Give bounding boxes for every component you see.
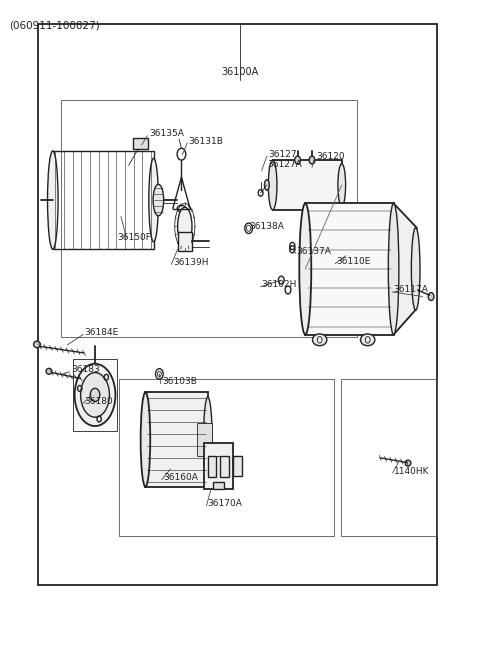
Ellipse shape [388, 203, 399, 335]
Ellipse shape [300, 203, 312, 335]
Bar [133, 138, 148, 149]
Ellipse shape [34, 341, 40, 348]
Bar [305, 203, 394, 335]
Bar [233, 456, 242, 476]
Text: 36127: 36127 [268, 150, 297, 159]
Ellipse shape [309, 156, 315, 164]
Text: 36137A: 36137A [297, 247, 332, 256]
Bar [145, 392, 208, 487]
Ellipse shape [81, 373, 109, 417]
Text: 36160A: 36160A [163, 473, 198, 482]
Bar [53, 151, 154, 249]
Ellipse shape [90, 388, 100, 401]
Bar [208, 456, 216, 477]
Text: 36117A: 36117A [394, 285, 429, 295]
Bar [197, 423, 212, 456]
Ellipse shape [264, 180, 269, 190]
Bar [204, 443, 233, 489]
Text: 36131B: 36131B [189, 136, 224, 146]
Ellipse shape [405, 461, 411, 466]
Bar [341, 379, 437, 536]
Ellipse shape [141, 392, 150, 487]
Ellipse shape [204, 397, 212, 482]
Bar [213, 482, 224, 489]
Bar [73, 359, 117, 431]
Text: 36183: 36183 [71, 365, 100, 375]
Bar [178, 232, 192, 251]
Bar [38, 24, 437, 585]
Text: 36120: 36120 [316, 152, 345, 161]
Ellipse shape [411, 228, 420, 310]
Bar [273, 160, 342, 210]
Text: 36150F: 36150F [118, 233, 152, 242]
Ellipse shape [295, 156, 300, 164]
Text: 36184E: 36184E [84, 328, 118, 337]
Ellipse shape [312, 334, 327, 346]
Text: 36139H: 36139H [173, 258, 208, 267]
Text: 36180: 36180 [84, 397, 113, 406]
Text: 36127A: 36127A [267, 160, 301, 169]
Text: 36100A: 36100A [221, 67, 259, 77]
Polygon shape [394, 203, 417, 335]
Ellipse shape [153, 184, 164, 216]
Text: 1140HK: 1140HK [394, 466, 429, 476]
Text: 36110E: 36110E [336, 257, 371, 266]
Ellipse shape [149, 158, 158, 242]
Ellipse shape [428, 293, 434, 300]
Ellipse shape [178, 207, 192, 245]
Bar [61, 100, 357, 337]
Ellipse shape [48, 151, 58, 249]
Ellipse shape [75, 363, 116, 426]
Ellipse shape [268, 160, 277, 210]
Ellipse shape [338, 164, 346, 206]
Text: 36102H: 36102H [262, 280, 297, 289]
Ellipse shape [46, 369, 52, 374]
Bar [220, 456, 229, 477]
Text: 36103B: 36103B [162, 377, 197, 386]
Text: 36135A: 36135A [149, 129, 184, 138]
Bar [119, 379, 334, 536]
Ellipse shape [360, 334, 375, 346]
Text: 36138A: 36138A [250, 222, 285, 231]
Text: 36170A: 36170A [207, 499, 242, 508]
Text: (060911-100827): (060911-100827) [9, 21, 99, 31]
